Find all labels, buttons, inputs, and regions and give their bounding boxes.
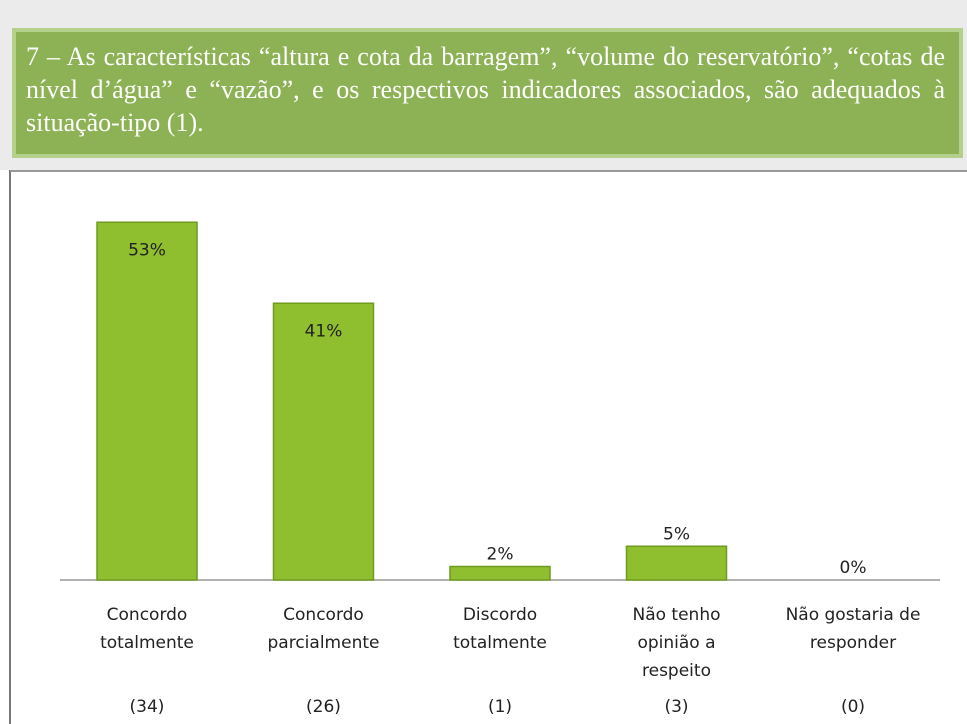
value-label: 0% (840, 558, 867, 578)
category-label: Discordo (463, 605, 537, 625)
header-box: 7 – As características “altura e cota da… (12, 28, 963, 158)
count-label: (0) (841, 697, 865, 717)
category-label: Concordo (107, 605, 188, 625)
category-label: totalmente (453, 633, 547, 653)
header-area: 7 – As características “altura e cota da… (0, 0, 967, 170)
category-label: Não gostaria de (786, 605, 921, 625)
chart: 53% Concordo totalmente (34) 41% Concordo parc… (0, 170, 967, 724)
bar (272, 302, 375, 581)
bar (625, 545, 728, 581)
category-label: respeito (642, 661, 711, 681)
value-label: 5% (663, 524, 690, 544)
header-text: 7 – As características “altura e cota da… (26, 42, 945, 137)
category-label: parcialmente (268, 633, 380, 653)
category-label: Concordo (283, 605, 364, 625)
count-label: (34) (130, 697, 165, 717)
category-label: responder (810, 633, 896, 653)
bar (96, 221, 198, 581)
value-label: 2% (487, 545, 514, 565)
bar (449, 565, 551, 581)
value-label: 41% (305, 321, 343, 341)
category-label: totalmente (100, 633, 194, 653)
value-label: 53% (128, 240, 166, 260)
category-label: opinião a (637, 633, 715, 653)
count-label: (26) (306, 697, 341, 717)
count-label: (1) (488, 697, 512, 717)
category-label: Não tenho (632, 605, 720, 625)
count-label: (3) (664, 697, 688, 717)
